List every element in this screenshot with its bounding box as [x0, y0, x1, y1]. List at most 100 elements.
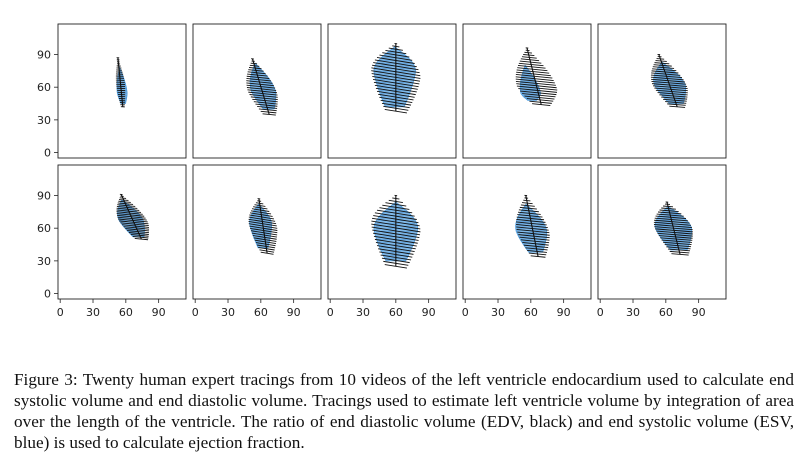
edv-hatch-line [248, 216, 276, 222]
edv-hatch-line [118, 199, 129, 201]
edv-hatch-line [258, 108, 277, 112]
edv-hatch-line [376, 209, 415, 217]
edv-hatch-line [520, 90, 557, 96]
edv-hatch-line [392, 197, 400, 200]
edv-hatch-line [123, 226, 150, 230]
y-tick-label: 0 [44, 288, 51, 301]
edv-hatch-line [249, 214, 275, 220]
edv-hatch-line [520, 58, 540, 62]
edv-hatch-line [667, 248, 690, 252]
edv-hatch-line [669, 250, 690, 254]
edv-hatch-line [652, 83, 688, 87]
edv-hatch-line [378, 93, 414, 101]
edv-hatch-line [383, 260, 409, 266]
edv-hatch-line [518, 209, 539, 213]
edv-hatch-line [657, 211, 682, 215]
panel-9: 0 30 60 90 [462, 164, 592, 319]
edv-hatch-line [515, 76, 554, 81]
edv-hatch-line [516, 69, 550, 74]
edv-hatch-line [655, 228, 693, 233]
tracings-figure: 0 30 60 90 0 30 60 90 0 30 60 90 0 30 60 90 0 30 60 90 0 30 60… [37, 23, 727, 319]
edv-hatch-line [517, 211, 541, 215]
panel-8: 0 30 60 90 [327, 164, 457, 319]
edv-hatch-line [246, 75, 270, 79]
edv-hatch-line [651, 70, 679, 74]
edv-hatch-line [516, 85, 558, 91]
edv-hatch-line [374, 84, 417, 93]
x-tick-label: 30 [491, 306, 505, 319]
edv-hatch-line [248, 218, 277, 225]
edv-hatch-line [516, 226, 549, 231]
edv-hatch-line [653, 221, 691, 226]
edv-hatch-line [373, 232, 419, 241]
edv-hatch-line [381, 257, 410, 264]
edv-hatch-line [117, 216, 147, 221]
edv-hatch-line [118, 218, 148, 223]
edv-hatch-line [132, 235, 149, 239]
edv-hatch-line [655, 89, 688, 94]
edv-hatch-line [374, 212, 417, 220]
edv-hatch-line [517, 65, 546, 69]
edv-hatch-line [659, 94, 688, 98]
panel-4 [462, 23, 592, 159]
edv-hatch-line [248, 67, 262, 70]
edv-hatch-line [380, 99, 412, 106]
x-tick-label: 60 [659, 306, 673, 319]
edv-hatch-line [523, 199, 531, 202]
edv-hatch-line [373, 215, 419, 224]
edv-hatch-line [654, 87, 688, 92]
x-tick-label: 30 [221, 306, 235, 319]
edv-hatch-line [253, 237, 277, 242]
edv-hatch-line [516, 216, 545, 221]
edv-hatch-line [251, 208, 270, 212]
edv-hatch-line [520, 204, 535, 207]
edv-hatch-line [528, 252, 547, 256]
edv-hatch-line [669, 105, 686, 108]
edv-hatch-line [134, 237, 149, 241]
edv-hatch-line [384, 264, 407, 269]
edv-hatch-line [249, 64, 260, 67]
edv-hatch-line [376, 90, 415, 98]
edv-hatch-line [376, 245, 415, 253]
edv-hatch-line [659, 209, 679, 212]
edv-hatch-line [374, 59, 417, 68]
edv-hatch-line [118, 200, 131, 203]
edv-hatch-line [661, 96, 688, 100]
edv-hatch-line [650, 74, 683, 78]
edv-hatch-line [664, 244, 692, 248]
edv-hatch-line [248, 223, 278, 229]
edv-hatch-line [372, 76, 420, 85]
edv-hatch-line [657, 92, 688, 96]
panel-2 [192, 23, 322, 159]
y-tick-label: 60 [37, 81, 51, 94]
edv-hatch-line [246, 78, 272, 82]
edv-hatch-line [663, 241, 692, 246]
edv-hatch-line [656, 230, 693, 235]
edv-hatch-line [121, 224, 150, 228]
edv-hatch-line [653, 64, 672, 67]
edv-hatch-line [384, 108, 407, 114]
edv-hatch-line [125, 228, 150, 232]
edv-hatch-line [248, 91, 278, 96]
edv-hatch-line [654, 62, 670, 65]
edv-hatch-line [523, 244, 549, 249]
x-tick-label: 60 [389, 306, 403, 319]
edv-hatch-line [385, 49, 407, 55]
edv-hatch-line [524, 95, 555, 100]
edv-hatch-line [392, 45, 400, 48]
edv-hatch-line [388, 199, 403, 203]
edv-hatch-line [657, 232, 693, 237]
edv-hatch-line [651, 78, 685, 83]
edv-hatch-line [262, 113, 276, 116]
edv-hatch-line [525, 247, 548, 251]
y-tick-label: 30 [37, 255, 51, 268]
x-tick-label: 90 [287, 306, 301, 319]
edv-hatch-line [116, 205, 138, 209]
edv-hatch-line [371, 64, 420, 74]
edv-hatch-line [523, 54, 535, 57]
edv-hatch-line [117, 202, 134, 205]
edv-hatch-line [522, 242, 549, 246]
edv-hatch-line [653, 224, 692, 228]
edv-hatch-line [516, 223, 548, 229]
edv-hatch-line [375, 242, 416, 250]
